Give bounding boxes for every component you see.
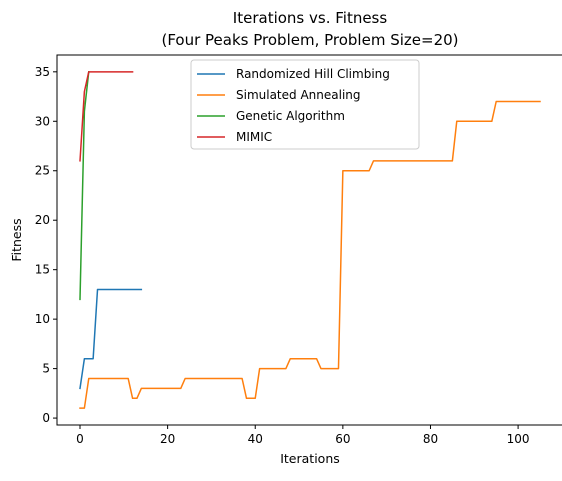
legend-box [190,59,420,150]
x-tick-label-3: 60 [335,432,350,446]
x-tick-label-1: 20 [160,432,175,446]
y-tick-label-0: 0 [42,411,50,425]
ticks-layer: 0 20 40 60 80 100 0 5 10 15 20 25 30 35 [35,65,530,446]
x-tick-label-5: 100 [507,432,530,446]
x-axis-label: Iterations [280,451,340,466]
y-tick-label-3: 15 [35,263,50,277]
y-tick-label-4: 20 [35,213,50,227]
legend-label-3: MIMIC [236,130,272,144]
y-axis-label: Fitness [9,218,24,261]
y-tick-label-5: 25 [35,164,50,178]
series-line-2 [79,70,90,301]
series-line-0 [79,288,143,390]
y-tick-label-2: 10 [35,312,50,326]
series-layer [79,70,541,409]
plot-frame [56,54,562,426]
legend: Randomized Hill Climbing Simulated Anneal… [190,59,420,150]
y-tick-label-1: 5 [42,362,50,376]
legend-label-1: Simulated Annealing [236,88,361,102]
x-tick-label-0: 0 [76,432,84,446]
series-line-1 [79,100,541,409]
x-tick-label-2: 40 [248,432,263,446]
chart-subtitle: (Four Peaks Problem, Problem Size=20) [161,31,458,49]
y-tick-label-7: 35 [35,65,50,79]
x-tick-label-4: 80 [423,432,438,446]
chart-title: Iterations vs. Fitness [233,9,388,27]
legend-label-2: Genetic Algorithm [236,109,345,123]
series-line-3 [79,71,134,162]
y-tick-label-6: 30 [35,114,50,128]
legend-label-0: Randomized Hill Climbing [236,67,390,81]
